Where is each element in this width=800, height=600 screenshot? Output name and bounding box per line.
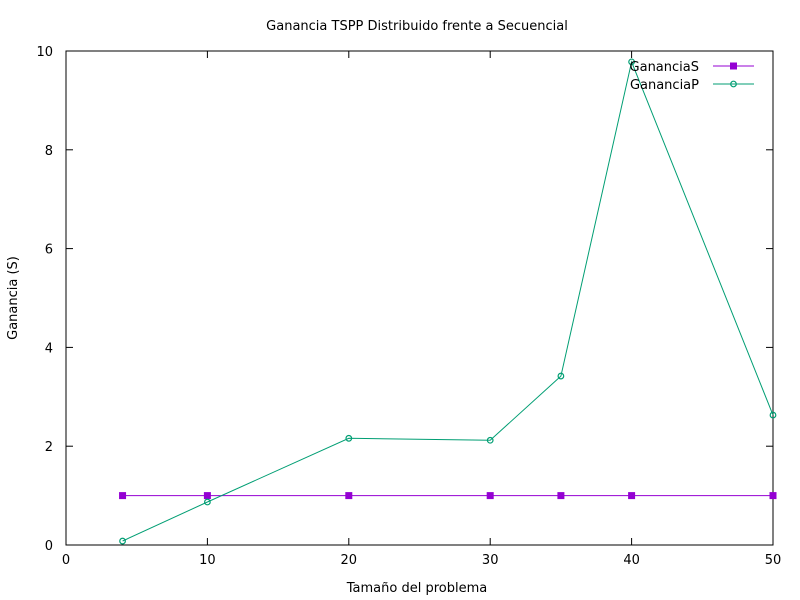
x-tick-label: 0 [62,553,70,568]
y-tick-label: 8 [45,144,53,159]
x-tick-label: 40 [623,553,640,568]
x-tick-label: 20 [341,553,358,568]
legend: GananciaS GananciaP [630,60,754,93]
legend-marker [730,62,737,70]
data-point [203,492,211,500]
series-gananciap [119,58,777,545]
y-tick-label: 0 [45,539,53,554]
data-point [628,492,636,500]
data-point [628,58,635,66]
data-point [769,411,777,419]
data-point [486,436,494,444]
data-point [557,372,565,380]
data-point [119,492,127,500]
series-layer [119,58,777,545]
data-point [486,492,494,500]
data-point [557,492,565,500]
y-tick-label: 6 [45,243,53,258]
legend-entry-gananciap: GananciaP [630,78,754,93]
legend-marker [730,80,737,88]
legend-entry-ganancias: GananciaS [630,60,754,75]
data-point [203,498,211,506]
x-axis-label: Tamaño del problema [346,581,487,596]
series-ganancias [119,492,777,500]
y-tick-label: 4 [45,341,53,356]
series-line [122,60,774,542]
data-point [345,434,353,442]
plot-frame [65,50,774,546]
legend-label: GananciaS [630,60,699,75]
x-tick-label: 10 [199,553,216,568]
data-point [345,492,353,500]
x-tick-label: 50 [765,553,782,568]
legend-label: GananciaP [630,78,699,93]
axes: 0 10 20 30 40 50 0 2 4 6 8 10 [36,45,781,568]
data-point [119,537,126,545]
y-axis-label: Ganancia (S) [6,256,21,340]
y-tick-label: 2 [45,440,53,455]
chart-title: Ganancia TSPP Distribuido frente a Secue… [266,19,568,34]
data-point [769,492,777,500]
x-tick-label: 30 [482,553,499,568]
y-tick-label: 10 [36,45,53,60]
